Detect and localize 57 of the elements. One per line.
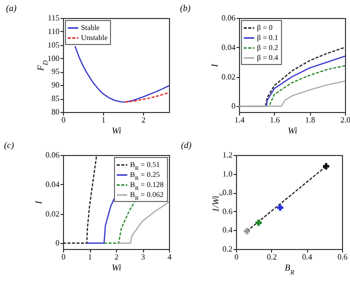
x-tick-label: 2: [114, 252, 118, 262]
y-tick-label: 80: [52, 108, 60, 116]
line-series: [118, 201, 170, 244]
x-axis-title: Wi: [288, 126, 298, 136]
y-tick-label: 85: [52, 94, 60, 104]
y-tick-label: 0: [56, 238, 60, 248]
y-tick-label: 0.2: [222, 244, 232, 254]
y-tick-label: 0: [232, 102, 236, 111]
x-tick-label: 2.0: [340, 116, 350, 124]
y-tick-label: 100: [48, 54, 60, 63]
y-tick-label: 115: [48, 14, 60, 22]
x-tick-label: 1.6: [270, 116, 280, 124]
x-tick-label: 1: [88, 252, 92, 262]
line-series: [103, 201, 136, 244]
y-tick-label: 0.04: [222, 42, 236, 52]
y-tick-label: 0.06: [222, 14, 236, 22]
chart-title: (c): [4, 140, 14, 150]
y-tick-label: 0.8: [222, 188, 232, 198]
x-tick-label: 1.8: [305, 116, 316, 124]
x-axis-title: Wi: [112, 262, 122, 272]
y-tick-label: 0.06: [46, 150, 60, 160]
y-tick-label: 90: [52, 80, 60, 90]
line-series: [124, 92, 170, 103]
x-tick-label: 0: [62, 116, 66, 124]
x-tick-label: 0.2: [266, 252, 277, 262]
chart-title: (d): [181, 140, 192, 150]
x-tick-label: 0.4: [302, 252, 312, 262]
y-tick-label: 110: [48, 26, 60, 36]
line-series: [62, 154, 98, 244]
x-tick-label: 2: [142, 116, 146, 124]
line-series: [74, 46, 170, 103]
y-tick-label: 1.2: [222, 150, 232, 160]
y-tick-label: 1.0: [222, 169, 232, 178]
x-tick-label: 0.6: [338, 252, 348, 262]
point: [244, 228, 250, 234]
y-tick-label: 95: [52, 67, 60, 76]
x-axis-title: B$_{R}$: [284, 262, 296, 276]
y-tick-label: 0.02: [222, 72, 236, 82]
y-tick-label: 0.02: [46, 209, 60, 218]
y-tick-label: 105: [48, 40, 60, 50]
x-axis-title: Wi: [112, 126, 122, 136]
y-tick-label: 0.4: [222, 226, 232, 235]
x-tick-label: 1: [102, 116, 106, 124]
x-tick-label: 1.4: [234, 116, 244, 124]
point: [322, 163, 330, 170]
chart-title: (a): [6, 3, 16, 13]
x-tick-label: 4: [168, 252, 172, 262]
line-series: [238, 80, 346, 107]
point: [255, 220, 262, 226]
chart-title: (b): [180, 3, 190, 13]
y-axis-title: I: [210, 63, 220, 68]
x-tick-label: 0: [62, 252, 66, 262]
y-axis-title: I: [34, 200, 44, 205]
point: [277, 204, 284, 211]
x-tick-label: 3: [141, 252, 145, 262]
y-tick-label: 0.6: [222, 206, 232, 216]
y-tick-label: 0.04: [46, 180, 60, 189]
